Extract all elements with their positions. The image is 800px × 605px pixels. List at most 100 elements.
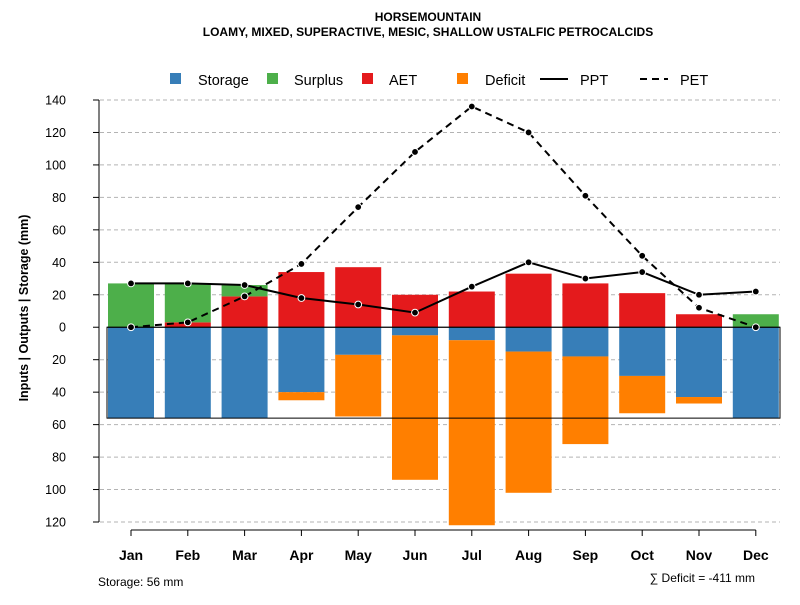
storage-bar — [392, 327, 438, 336]
y-tick-label: 120 — [45, 516, 66, 530]
pet-point — [240, 292, 249, 301]
ppt-line — [131, 261, 756, 314]
x-tick-label: Oct — [631, 547, 655, 563]
deficit-bar — [505, 351, 552, 493]
aet-bar — [221, 296, 268, 328]
ppt-point — [354, 300, 363, 309]
pet-point — [354, 203, 363, 212]
y-axis-title: Inputs | Outputs | Storage (mm) — [17, 215, 31, 402]
ppt-point — [524, 258, 533, 267]
y-tick-label: 20 — [52, 288, 66, 302]
x-tick-label: Mar — [232, 547, 257, 563]
ppt-point — [695, 290, 703, 299]
pet-point — [183, 318, 192, 327]
pet-point — [127, 323, 135, 332]
line-layer — [127, 102, 760, 332]
y-tick-label: 80 — [52, 451, 66, 465]
pet-point — [581, 191, 590, 200]
deficit-bar — [619, 375, 666, 414]
y-tick-label: 100 — [45, 158, 66, 172]
surplus-bar — [221, 285, 268, 297]
y-tick-label: 100 — [45, 483, 66, 497]
legend-label-surplus: Surplus — [294, 73, 343, 89]
bar-layer — [106, 267, 781, 526]
x-tick-label: Jan — [119, 547, 143, 563]
legend-swatch-aet — [362, 73, 373, 84]
ppt-point — [751, 287, 760, 296]
deficit-bar — [448, 340, 495, 526]
storage-bar — [335, 327, 382, 355]
aet-bar — [505, 273, 552, 328]
pet-point — [297, 260, 306, 268]
ppt-point — [581, 274, 590, 283]
storage-footnote: Storage: 56 mm — [98, 575, 183, 589]
legend-swatch-surplus — [267, 73, 278, 84]
y-tick-label: 0 — [59, 321, 66, 335]
legend: Storage Surplus AET Deficit PPT PET — [170, 73, 708, 89]
pet-line — [130, 105, 757, 329]
aet-bar — [335, 267, 382, 328]
pet-point — [638, 251, 647, 260]
storage-bar — [619, 327, 666, 376]
ppt-point — [297, 294, 306, 302]
aet-bar — [619, 293, 666, 328]
y-tick-label: 120 — [45, 126, 66, 140]
pet-point — [751, 323, 760, 332]
x-tick-label: Nov — [686, 547, 713, 563]
storage-bar — [108, 327, 154, 419]
y-tick-label: 80 — [52, 191, 66, 205]
pet-point — [524, 128, 533, 137]
storage-bar — [278, 327, 325, 393]
storage-bar — [448, 327, 495, 341]
ppt-point — [127, 279, 135, 288]
surplus-bar — [164, 283, 211, 323]
axes: 140 120 100 80 60 40 20 0 20 40 60 80 100 120 Jan Feb Ma… — [45, 94, 769, 564]
ppt-point — [638, 268, 647, 276]
storage-bar — [164, 327, 211, 419]
y-tick-label: 20 — [52, 353, 66, 367]
legend-label-aet: AET — [389, 73, 417, 89]
storage-bar — [732, 327, 779, 419]
chart-subtitle: LOAMY, MIXED, SUPERACTIVE, MESIC, SHALLO… — [203, 25, 653, 39]
storage-bar — [505, 327, 552, 352]
chart-title: HORSEMOUNTAIN — [375, 10, 481, 24]
legend-swatch-storage — [170, 73, 181, 84]
x-tick-label: Aug — [515, 547, 542, 563]
x-tick-label: Apr — [289, 547, 314, 563]
y-tick-label: 60 — [52, 418, 66, 432]
pet-point — [467, 102, 476, 111]
pet-point — [695, 303, 703, 312]
deficit-bar — [676, 397, 722, 404]
legend-label-storage: Storage — [198, 73, 249, 89]
x-tick-label: May — [345, 547, 372, 563]
legend-swatch-deficit — [457, 73, 468, 84]
legend-label-deficit: Deficit — [485, 73, 525, 89]
y-tick-label: 60 — [52, 223, 66, 237]
aet-bar — [676, 314, 722, 328]
pet-point — [411, 148, 419, 156]
storage-bar — [676, 327, 722, 398]
x-tick-label: Jun — [403, 547, 428, 563]
deficit-sum-footnote: ∑ Deficit = -411 mm — [650, 571, 755, 585]
storage-bar — [221, 327, 268, 419]
ppt-point — [411, 308, 419, 317]
y-tick-label: 40 — [52, 386, 66, 400]
ppt-point — [183, 279, 192, 288]
legend-label-ppt: PPT — [580, 73, 608, 89]
deficit-bar — [335, 354, 382, 417]
x-tick-label: Sep — [573, 547, 599, 563]
aet-bar — [562, 283, 609, 328]
x-tick-label: Jul — [462, 547, 482, 563]
legend-label-pet: PET — [680, 73, 708, 89]
y-tick-label: 140 — [45, 94, 66, 108]
x-tick-label: Feb — [175, 547, 200, 563]
deficit-bar — [278, 392, 325, 401]
deficit-bar — [392, 335, 438, 480]
aet-bar — [448, 291, 495, 328]
y-tick-label: 40 — [52, 256, 66, 270]
surplus-bar — [108, 283, 154, 328]
deficit-bar — [562, 356, 609, 445]
storage-bar — [562, 327, 609, 357]
